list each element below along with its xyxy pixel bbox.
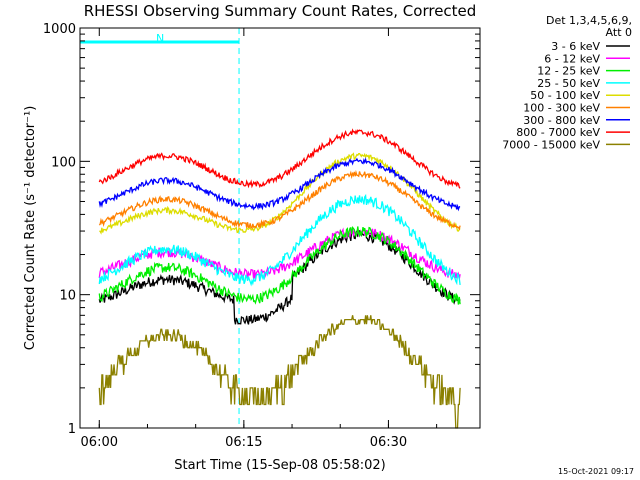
y-axis-label: Corrected Count Rate (s⁻¹ detector⁻¹) xyxy=(23,106,38,351)
y-axis-ticks: 1 10 100 1000 xyxy=(43,22,480,437)
chart-title: RHESSI Observing Summary Count Rates, Co… xyxy=(84,2,477,20)
legend-label-3: 25 - 50 keV xyxy=(537,77,600,90)
x-tick-label-1: 06:15 xyxy=(225,435,262,450)
x-axis-ticks: 06:00 06:15 06:30 xyxy=(81,28,438,450)
y-tick-label-3: 1000 xyxy=(43,22,76,37)
flag-label: N xyxy=(156,32,164,45)
series-line-3 xyxy=(98,193,461,287)
series-line-8 xyxy=(98,315,461,429)
data-series xyxy=(98,128,461,429)
series-line-2 xyxy=(98,226,461,305)
legend-label-4: 50 - 100 keV xyxy=(530,89,600,102)
legend-label-0: 3 - 6 keV xyxy=(551,40,600,53)
legend-label-8: 7000 - 15000 keV xyxy=(502,138,600,151)
legend-header-line-2: Att 0 xyxy=(606,26,632,39)
timestamp: 15-Oct-2021 09:17 xyxy=(558,467,634,476)
x-tick-label-0: 06:00 xyxy=(81,435,118,450)
series-line-6 xyxy=(98,157,461,212)
legend-label-6: 300 - 800 keV xyxy=(523,114,600,127)
legend-label-7: 800 - 7000 keV xyxy=(516,126,600,139)
legend-label-5: 100 - 300 keV xyxy=(523,102,600,115)
legend-header-line-1: Det 1,3,4,5,6,9, xyxy=(546,14,632,27)
plot-frame xyxy=(79,27,481,429)
x-tick-label-2: 06:30 xyxy=(370,435,407,450)
y-tick-label-0: 1 xyxy=(68,422,76,437)
y-tick-label-1: 10 xyxy=(59,289,76,304)
y-tick-label-2: 100 xyxy=(51,155,76,170)
series-line-7 xyxy=(98,128,461,189)
legend-label-2: 12 - 25 keV xyxy=(537,65,600,78)
x-axis-label: Start Time (15-Sep-08 05:58:02) xyxy=(174,458,385,473)
series-line-5 xyxy=(98,169,461,231)
legend-label-1: 6 - 12 keV xyxy=(544,52,600,65)
